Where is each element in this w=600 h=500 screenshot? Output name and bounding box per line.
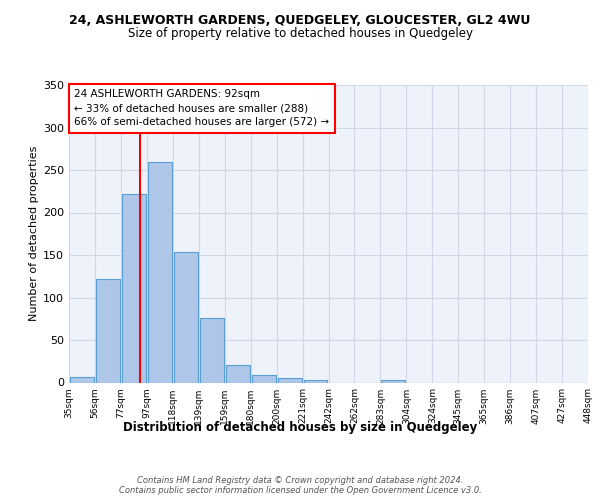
Text: Distribution of detached houses by size in Quedgeley: Distribution of detached houses by size … [123,421,477,434]
Y-axis label: Number of detached properties: Number of detached properties [29,146,39,322]
Text: 24 ASHLEWORTH GARDENS: 92sqm
← 33% of detached houses are smaller (288)
66% of s: 24 ASHLEWORTH GARDENS: 92sqm ← 33% of de… [74,90,329,128]
Text: Contains HM Land Registry data © Crown copyright and database right 2024.
Contai: Contains HM Land Registry data © Crown c… [119,476,481,496]
Bar [174,252,198,382]
Bar [122,194,146,382]
Bar [96,279,120,382]
Bar [251,375,275,382]
Bar [278,378,302,382]
Text: 24, ASHLEWORTH GARDENS, QUEDGELEY, GLOUCESTER, GL2 4WU: 24, ASHLEWORTH GARDENS, QUEDGELEY, GLOUC… [70,14,530,27]
Bar [70,378,94,382]
Bar [226,364,250,382]
Bar [200,318,224,382]
Bar [304,380,328,382]
Text: Size of property relative to detached houses in Quedgeley: Size of property relative to detached ho… [128,28,473,40]
Bar [382,380,406,382]
Bar [148,162,172,382]
